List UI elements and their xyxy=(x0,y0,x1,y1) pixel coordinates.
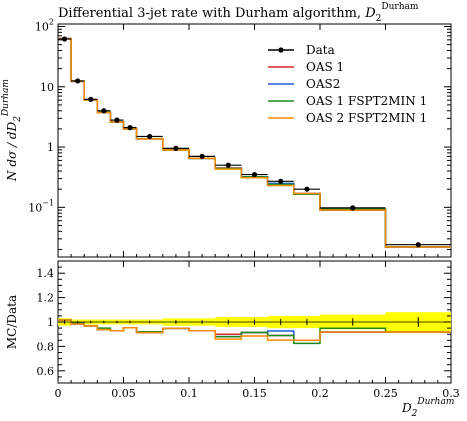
x-tick-label: 0.2 xyxy=(311,387,329,400)
series-line-oas-1 xyxy=(58,37,451,248)
x-tick-label: 0.3 xyxy=(442,387,460,400)
data-point xyxy=(127,125,133,131)
x-tick-label: 0.1 xyxy=(180,387,198,400)
data-point xyxy=(173,145,179,151)
data-point xyxy=(225,162,231,168)
upper-y-tick-label: 1 xyxy=(47,141,54,154)
series-line-oas-2-fspt2min-1 xyxy=(58,37,451,248)
upper-y-axis-label: N dσ / dD2Durham xyxy=(1,79,23,182)
chart-title: Differential 3-jet rate with Durham algo… xyxy=(58,2,419,24)
series-line-oas-1-fspt2min-1 xyxy=(58,37,451,248)
data-point xyxy=(251,171,258,178)
lower-y-tick-label: 0.8 xyxy=(37,340,55,353)
data-point xyxy=(147,133,153,140)
upper-y-tick-label: 10 xyxy=(40,81,54,94)
data-point xyxy=(101,108,107,114)
upper-y-tick-label: 102 xyxy=(35,17,54,33)
upper-panel xyxy=(58,36,451,248)
lower-y-axis-label: MC/Data xyxy=(5,295,19,349)
x-tick-label: 0.25 xyxy=(373,387,398,400)
lower-y-tick-label: 0.6 xyxy=(37,365,55,378)
data-point xyxy=(114,117,120,123)
upper-panel-frame xyxy=(57,23,452,258)
x-axis-label: D2Durham xyxy=(401,397,454,419)
lower-y-tick-label: 1.4 xyxy=(37,267,55,280)
series-line-oas2 xyxy=(58,37,451,248)
data-point xyxy=(88,96,94,102)
legend-label-data: Data xyxy=(306,43,335,57)
legend-marker-data xyxy=(278,47,284,53)
data-point xyxy=(278,178,284,184)
data-point xyxy=(199,153,205,159)
lower-panel xyxy=(58,312,451,345)
data-point xyxy=(61,36,68,42)
x-tick-label: 0 xyxy=(55,387,62,400)
data-point xyxy=(75,78,81,84)
x-tick-label: 0.15 xyxy=(242,387,267,400)
legend-label-oas-1: OAS 1 xyxy=(306,60,344,74)
lower-y-tick-label: 1 xyxy=(47,316,54,329)
data-point xyxy=(350,205,356,211)
legend: Data OAS 1 OAS2 OAS 1 FSPT2MIN 1 OAS 2 FSPT2… xyxy=(268,43,427,125)
upper-y-tick-label: 10−1 xyxy=(28,198,54,214)
x-tick-label: 0.05 xyxy=(111,387,136,400)
ratio-line-oas-2-fspt2min-1 xyxy=(58,319,451,342)
legend-label-oas-1-fspt2min-1: OAS 1 FSPT2MIN 1 xyxy=(306,94,427,108)
legend-label-oas2: OAS2 xyxy=(306,77,340,91)
legend-label-oas-2-fspt2min-1: OAS 2 FSPT2MIN 1 xyxy=(306,111,427,125)
lower-y-tick-label: 1.2 xyxy=(37,292,55,305)
data-point xyxy=(304,186,310,192)
data-point xyxy=(415,242,421,248)
